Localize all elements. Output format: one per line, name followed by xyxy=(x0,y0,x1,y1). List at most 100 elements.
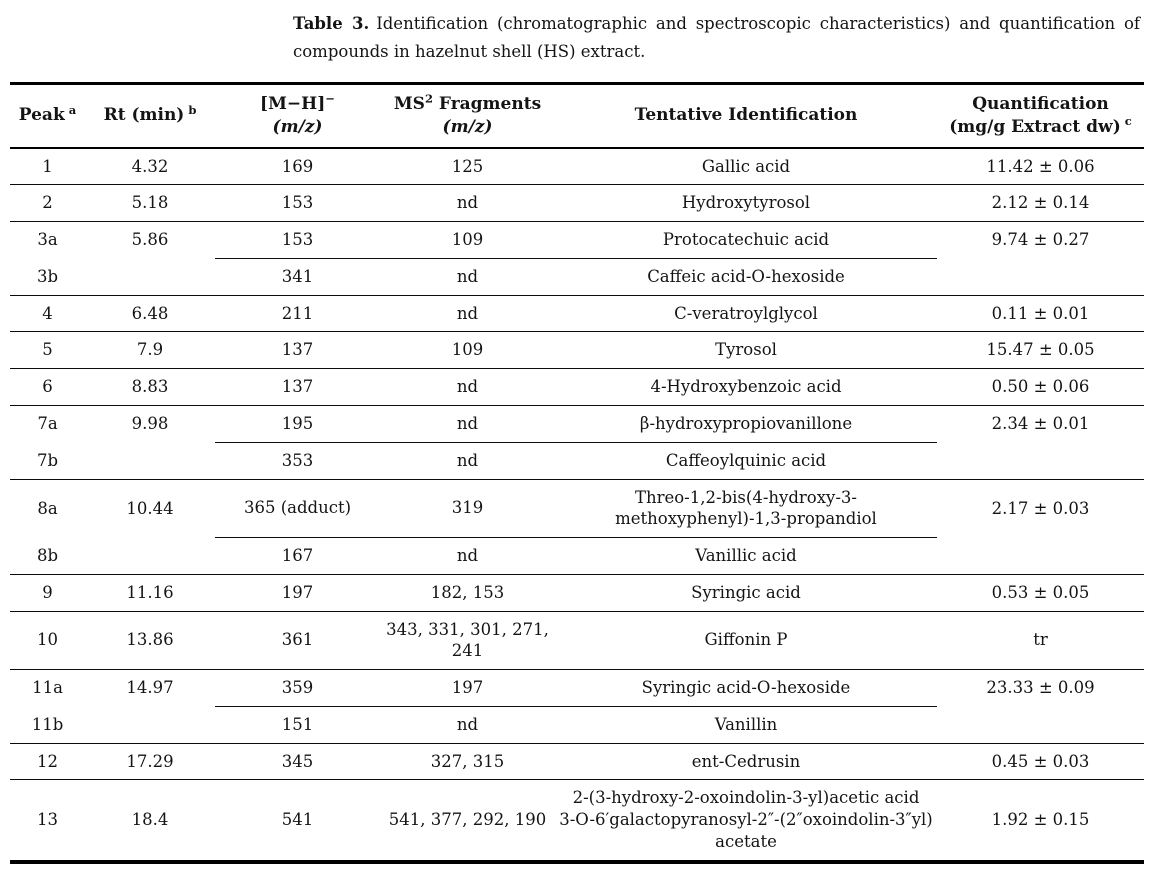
cell-ms2-fragments: 541, 377, 292, 190 xyxy=(380,779,555,863)
cell-peak: 3b xyxy=(10,258,85,296)
cell-peak: 7a xyxy=(37,414,58,434)
cell-peak: 12 xyxy=(10,743,85,781)
cell-rt: 10.44 xyxy=(126,498,174,518)
col-header-ms2-unit: (m/z) xyxy=(442,116,493,137)
cell-ms2-fragments: 319 xyxy=(380,479,555,539)
cell-quantification: 0.11 ± 0.01 xyxy=(937,295,1144,333)
cell-ms2-fragments: 125 xyxy=(380,147,555,186)
cell-identification: Vanillin xyxy=(555,706,937,744)
cell-rt xyxy=(85,258,215,296)
header-row: Peak a Rt (min) b [M−H]− (m/z) MS2 Fragmen… xyxy=(10,83,1144,149)
cell-ms2-fragments: 197 xyxy=(380,669,555,707)
paper-page: Table 3. Identification (chromatographic … xyxy=(0,10,1154,874)
col-header-quantification: Quantification (mg/g Extract dw) c xyxy=(937,83,1144,149)
cell-mz: 167 xyxy=(215,537,380,575)
cell-ms2-fragments: nd xyxy=(380,368,555,406)
cell-quantification: 2.12 ± 0.14 xyxy=(937,184,1144,223)
table-body: 1 4.32 169 125 Gallic acid 11.42 ± 0.06 … xyxy=(10,147,1144,863)
cell-rt: 17.29 xyxy=(85,743,215,781)
col-header-peak-label: Peak xyxy=(18,105,65,126)
cell-quantification: 0.45 ± 0.03 xyxy=(937,743,1144,781)
cell-identification: Caffeoylquinic acid xyxy=(555,442,937,480)
cell-identification: β-hydroxypropiovanillone xyxy=(555,405,937,443)
cell-identification: Tyrosol xyxy=(555,331,937,370)
col-header-quantification-line2: (mg/g Extract dw) c xyxy=(949,114,1132,137)
ms2-superscript: 2 xyxy=(424,91,433,106)
cell-ms2-fragments: nd xyxy=(380,295,555,333)
cell-rt: 5.18 xyxy=(85,184,215,223)
cell-ms2-fragments: nd xyxy=(380,184,555,223)
table-row: 7b 353 nd Caffeoylquinic acid xyxy=(10,442,1144,480)
cell-quantification: 0.53 ± 0.05 xyxy=(937,574,1144,612)
cell-quantification: 23.33 ± 0.09 xyxy=(986,678,1095,698)
cell-peak: 5 xyxy=(10,331,85,370)
cell-peak: 11a xyxy=(32,678,63,698)
cell-identification: 4-Hydroxybenzoic acid xyxy=(555,368,937,406)
col-header-mz: [M−H]− (m/z) xyxy=(215,83,380,149)
cell-peak: 1 xyxy=(10,147,85,186)
col-header-peak: Peak a xyxy=(10,83,85,149)
cell-ms2-fragments: nd xyxy=(380,258,555,296)
table-row: 4 6.48 211 nd C-veratroylglycol 0.11 ± 0… xyxy=(10,295,1144,333)
cell-rt: 14.97 xyxy=(126,678,174,698)
table-row: 12 17.29 345 327, 315 ent-Cedrusin 0.45 … xyxy=(10,743,1144,781)
cell-mz: 359 xyxy=(215,669,380,707)
cell-rt xyxy=(85,706,215,744)
table-header: Peak a Rt (min) b [M−H]− (m/z) MS2 Fragmen… xyxy=(10,83,1144,149)
compound-table: Peak a Rt (min) b [M−H]− (m/z) MS2 Fragmen… xyxy=(10,81,1144,864)
cell-peak: 9 xyxy=(10,574,85,612)
col-header-ms2-label: MS2 Fragments xyxy=(393,91,542,114)
col-header-rt-label: Rt (min) xyxy=(103,105,185,126)
cell-rt: 8.83 xyxy=(85,368,215,406)
cell-mz: 153 xyxy=(215,184,380,223)
cell-rt: 18.4 xyxy=(85,779,215,863)
cell-peak: 7b xyxy=(10,442,85,480)
cell-mz: 541 xyxy=(215,779,380,863)
cell-mz: 137 xyxy=(215,331,380,370)
table-row: 8b 167 nd Vanillic acid xyxy=(10,537,1144,575)
cell-quantification: 2.34 ± 0.01 xyxy=(991,414,1090,434)
col-header-quantification-line1: Quantification xyxy=(972,93,1109,114)
cell-rt: 7.9 xyxy=(85,331,215,370)
cell-rt: 13.86 xyxy=(85,611,215,671)
table-caption-label: Table 3. xyxy=(293,14,370,33)
cell-quantification: 11.42 ± 0.06 xyxy=(937,147,1144,186)
cell-quantification xyxy=(937,258,1144,296)
table-row: 3b 341 nd Caffeic acid-O-hexoside xyxy=(10,258,1144,296)
cell-identification: Syringic acid-O-hexoside xyxy=(555,669,937,707)
cell-mz: 365 (adduct) xyxy=(215,479,380,539)
table-caption-text: Identification (chromatographic and spec… xyxy=(293,14,1140,62)
table-row: 9 11.16 197 182, 153 Syringic acid 0.53 … xyxy=(10,574,1144,612)
cell-peak: 13 xyxy=(10,779,85,863)
cell-peak: 8a xyxy=(37,498,58,518)
cell-quantification: tr xyxy=(937,611,1144,671)
cell-quantification: 2.17 ± 0.03 xyxy=(991,498,1090,518)
cell-peak: 2 xyxy=(10,184,85,223)
table-row: 10 13.86 361 343, 331, 301, 271, 241 Gif… xyxy=(10,611,1144,671)
footnote-marker-c: c xyxy=(1124,114,1132,129)
cell-mz: 195 xyxy=(215,405,380,443)
footnote-marker-a: a xyxy=(68,102,77,117)
cell-ms2-fragments: nd xyxy=(380,706,555,744)
cell-identification: Caffeic acid-O-hexoside xyxy=(555,258,937,296)
cell-identification: Protocatechuic acid xyxy=(555,221,937,259)
cell-identification: 2-(3-hydroxy-2-oxoindolin-3-yl)acetic ac… xyxy=(555,779,937,863)
cell-mz: 341 xyxy=(215,258,380,296)
cell-identification: Vanillic acid xyxy=(555,537,937,575)
cell-peak: 6 xyxy=(10,368,85,406)
cell-peak: 4 xyxy=(10,295,85,333)
cell-rt: 6.48 xyxy=(85,295,215,333)
table-row: 13 18.4 541 541, 377, 292, 190 2-(3-hydr… xyxy=(10,779,1144,863)
cell-identification: ent-Cedrusin xyxy=(555,743,937,781)
col-header-ms2-fragments: MS2 Fragments (m/z) xyxy=(380,83,555,149)
cell-ms2-fragments: 109 xyxy=(380,331,555,370)
cell-ms2-fragments: nd xyxy=(380,537,555,575)
cell-rt: 9.98 xyxy=(131,414,169,434)
cell-identification: Threo-1,2-bis(4-hydroxy-3-methoxyphenyl)… xyxy=(555,479,937,539)
table-row: 6 8.83 137 nd 4-Hydroxybenzoic acid 0.50… xyxy=(10,368,1144,406)
cell-identification: C-veratroylglycol xyxy=(555,295,937,333)
cell-quantification xyxy=(937,706,1144,744)
cell-rt xyxy=(85,537,215,575)
table-row: 1 4.32 169 125 Gallic acid 11.42 ± 0.06 xyxy=(10,147,1144,186)
cell-rt: 11.16 xyxy=(85,574,215,612)
